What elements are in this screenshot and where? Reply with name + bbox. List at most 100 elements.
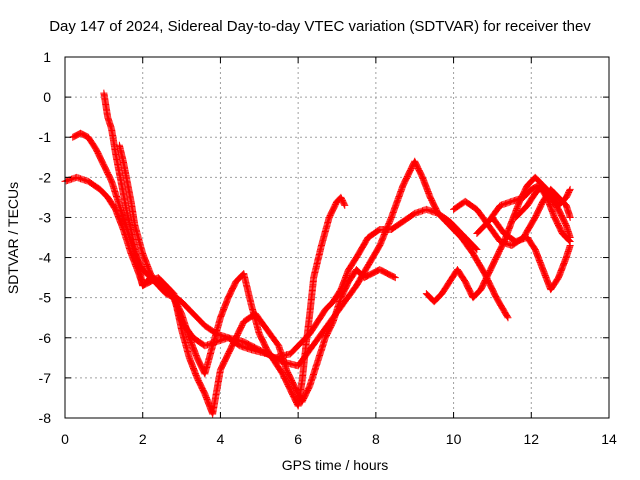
marker-run <box>489 215 507 236</box>
marker-run <box>93 146 107 168</box>
marker-run <box>551 215 566 236</box>
marker-run <box>264 347 278 365</box>
data-point-marker <box>341 201 349 209</box>
marker-run <box>108 179 123 208</box>
marker-run <box>179 299 196 317</box>
marker-run <box>135 263 146 288</box>
marker-run <box>287 339 305 357</box>
marker-run <box>431 291 445 305</box>
marker-run <box>485 223 503 244</box>
marker-run <box>85 178 103 193</box>
marker-run <box>540 182 554 196</box>
marker-run <box>275 343 290 373</box>
marker-run <box>385 270 398 281</box>
series-track-8 <box>488 213 574 294</box>
marker-run <box>298 343 310 385</box>
x-tick-label: 0 <box>61 431 69 447</box>
marker-run <box>532 247 546 272</box>
y-tick-label: -8 <box>39 410 52 426</box>
marker-run <box>139 251 154 276</box>
marker-run <box>388 183 407 220</box>
x-tick-label: 10 <box>446 431 462 447</box>
marker-run <box>318 215 333 248</box>
marker-run <box>470 251 488 276</box>
marker-run <box>345 255 360 272</box>
marker-run <box>97 186 111 200</box>
data-point-marker <box>391 274 399 282</box>
marker-run <box>555 194 569 208</box>
marker-run <box>524 191 538 208</box>
x-tick-label: 6 <box>294 431 302 447</box>
marker-run <box>470 287 484 301</box>
marker-run <box>400 210 418 225</box>
marker-run <box>337 279 352 300</box>
marker-run <box>140 278 153 289</box>
marker-run <box>454 267 468 284</box>
marker-run <box>209 315 224 348</box>
data-point-marker <box>566 185 574 193</box>
marker-run <box>155 275 169 289</box>
marker-run <box>310 243 325 280</box>
y-tick-label: -3 <box>39 209 52 225</box>
marker-run <box>299 383 313 405</box>
marker-run <box>365 243 383 268</box>
marker-run <box>543 195 558 220</box>
marker-run <box>170 295 185 317</box>
marker-run <box>131 247 142 268</box>
marker-run <box>474 218 492 237</box>
marker-run <box>186 335 201 361</box>
marker-run <box>314 307 329 325</box>
marker-run <box>120 227 135 256</box>
y-tick-label: -1 <box>39 129 52 145</box>
x-tick-label: 14 <box>601 431 617 447</box>
marker-run <box>100 162 115 184</box>
marker-run <box>306 359 321 389</box>
marker-run <box>485 255 500 276</box>
marker-run <box>217 343 235 373</box>
marker-run <box>201 343 216 377</box>
marker-run <box>462 198 480 213</box>
marker-run <box>365 226 383 241</box>
marker-run <box>435 210 449 225</box>
marker-run <box>342 283 360 305</box>
marker-run <box>264 327 282 349</box>
marker-run <box>493 295 511 321</box>
marker-run <box>302 311 314 348</box>
marker-run <box>131 223 146 256</box>
marker-run <box>377 266 390 277</box>
x-tick-label: 4 <box>217 431 225 447</box>
marker-run <box>229 319 247 349</box>
marker-run <box>209 367 224 417</box>
marker-run <box>307 331 325 353</box>
marker-run <box>155 283 169 297</box>
data-point-marker <box>566 213 574 221</box>
y-tick-label: -5 <box>39 290 52 306</box>
marker-run <box>85 134 99 152</box>
marker-run <box>439 279 453 297</box>
data-point-marker <box>473 246 481 254</box>
marker-run <box>306 275 317 316</box>
marker-run <box>513 202 530 220</box>
marker-run <box>337 195 348 208</box>
marker-run <box>555 207 570 228</box>
marker-run <box>326 199 340 220</box>
marker-run <box>563 187 574 200</box>
marker-run <box>361 270 375 281</box>
marker-run <box>190 335 208 349</box>
marker-run <box>376 215 395 248</box>
marker-run <box>163 283 177 297</box>
marker-run <box>524 235 538 252</box>
marker-run <box>124 211 135 232</box>
marker-run <box>555 255 570 280</box>
series-track-4 <box>115 141 349 410</box>
data-point-marker <box>504 314 512 322</box>
marker-run <box>443 218 457 233</box>
marker-run <box>104 195 119 212</box>
marker-run <box>559 230 573 245</box>
plot-frame <box>64 56 610 419</box>
marker-run <box>178 311 193 340</box>
x-axis-label: GPS time / hours <box>282 457 389 473</box>
y-tick-label: -6 <box>39 330 52 346</box>
marker-run <box>163 290 177 301</box>
